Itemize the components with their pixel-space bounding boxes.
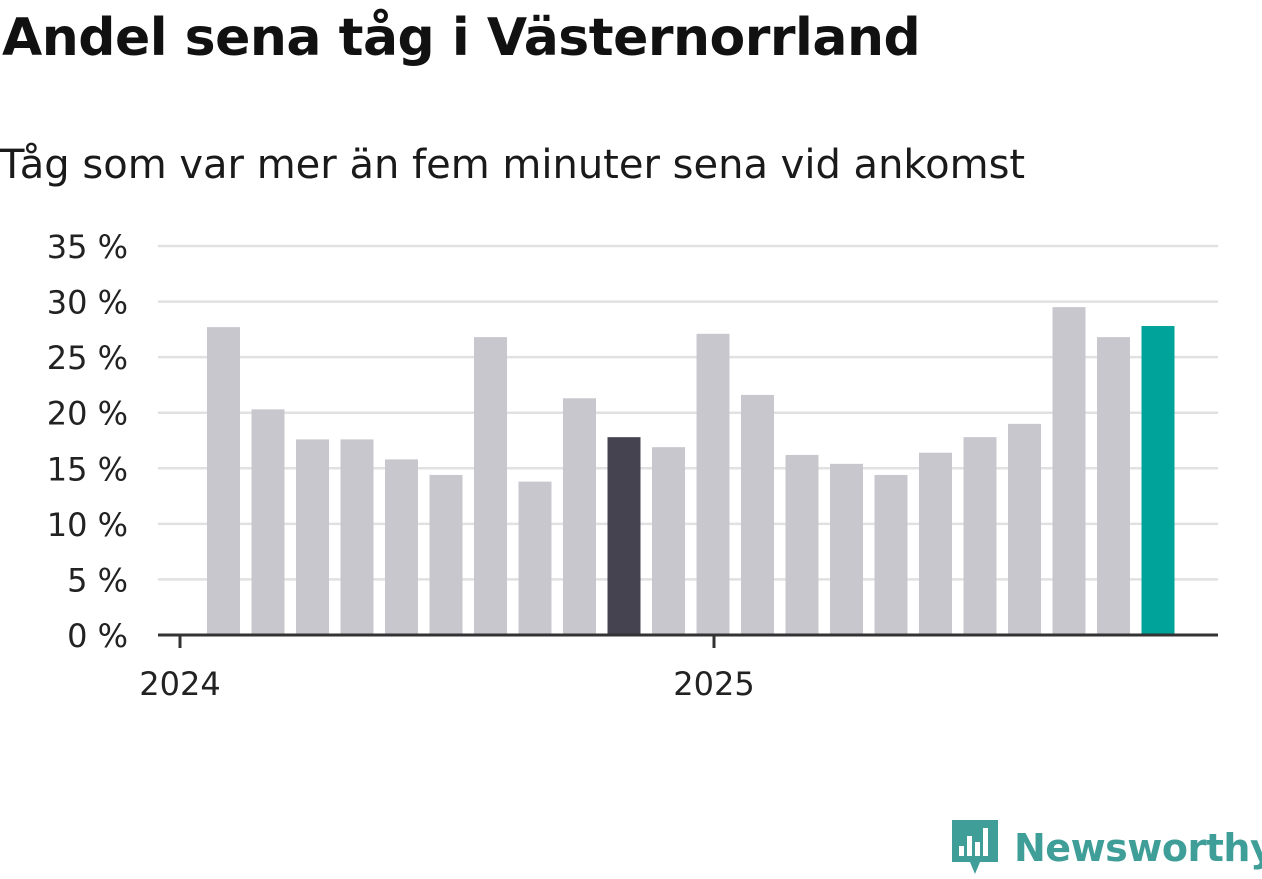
y-tick-label: 0 % [67, 617, 128, 655]
bar [963, 437, 997, 635]
bar [474, 337, 507, 635]
bar [296, 439, 329, 635]
newsworthy-logo-icon [952, 820, 998, 874]
bar [652, 447, 685, 635]
bar [207, 327, 240, 635]
gridlines [158, 244, 1218, 581]
y-tick-label: 10 % [47, 506, 128, 544]
bar [785, 454, 819, 635]
x-tick-label: 2025 [673, 665, 754, 703]
y-tick-label: 5 % [67, 561, 128, 599]
y-tick-label: 15 % [47, 450, 128, 488]
y-tick-label: 35 % [47, 228, 128, 266]
bar [830, 463, 863, 635]
chart-title: Andel sena tåg i Västernorrland [2, 8, 921, 68]
y-tick-label: 25 % [47, 339, 128, 377]
newsworthy-logo: Newsworthy [950, 818, 1262, 878]
bar-chart: 0 % 5 % 10 % 15 % 20 % 25 % 30 % 35 % 2024 2025 [47, 228, 1218, 703]
bar [1141, 326, 1175, 635]
bar [741, 394, 774, 635]
bars [207, 307, 1175, 635]
bar [429, 474, 463, 635]
y-tick-label: 30 % [47, 284, 128, 322]
y-tick-label: 20 % [47, 395, 128, 433]
bar [251, 409, 285, 635]
bar [1008, 423, 1041, 635]
bar [563, 398, 596, 635]
bar [874, 474, 908, 635]
bar [1052, 307, 1086, 635]
bar [696, 333, 730, 635]
brand-name: Newsworthy [1014, 826, 1262, 870]
bar [518, 481, 552, 635]
bar [607, 437, 641, 635]
bar [385, 459, 418, 635]
chart-subtitle: Tåg som var mer än fem minuter sena vid … [0, 142, 1026, 188]
x-axis: 2024 2025 [139, 633, 1218, 703]
y-axis-labels: 0 % 5 % 10 % 15 % 20 % 25 % 30 % 35 % [47, 228, 128, 655]
bar [340, 439, 374, 635]
x-tick-label: 2024 [139, 665, 220, 703]
bar [1097, 337, 1130, 635]
bar [919, 452, 952, 635]
